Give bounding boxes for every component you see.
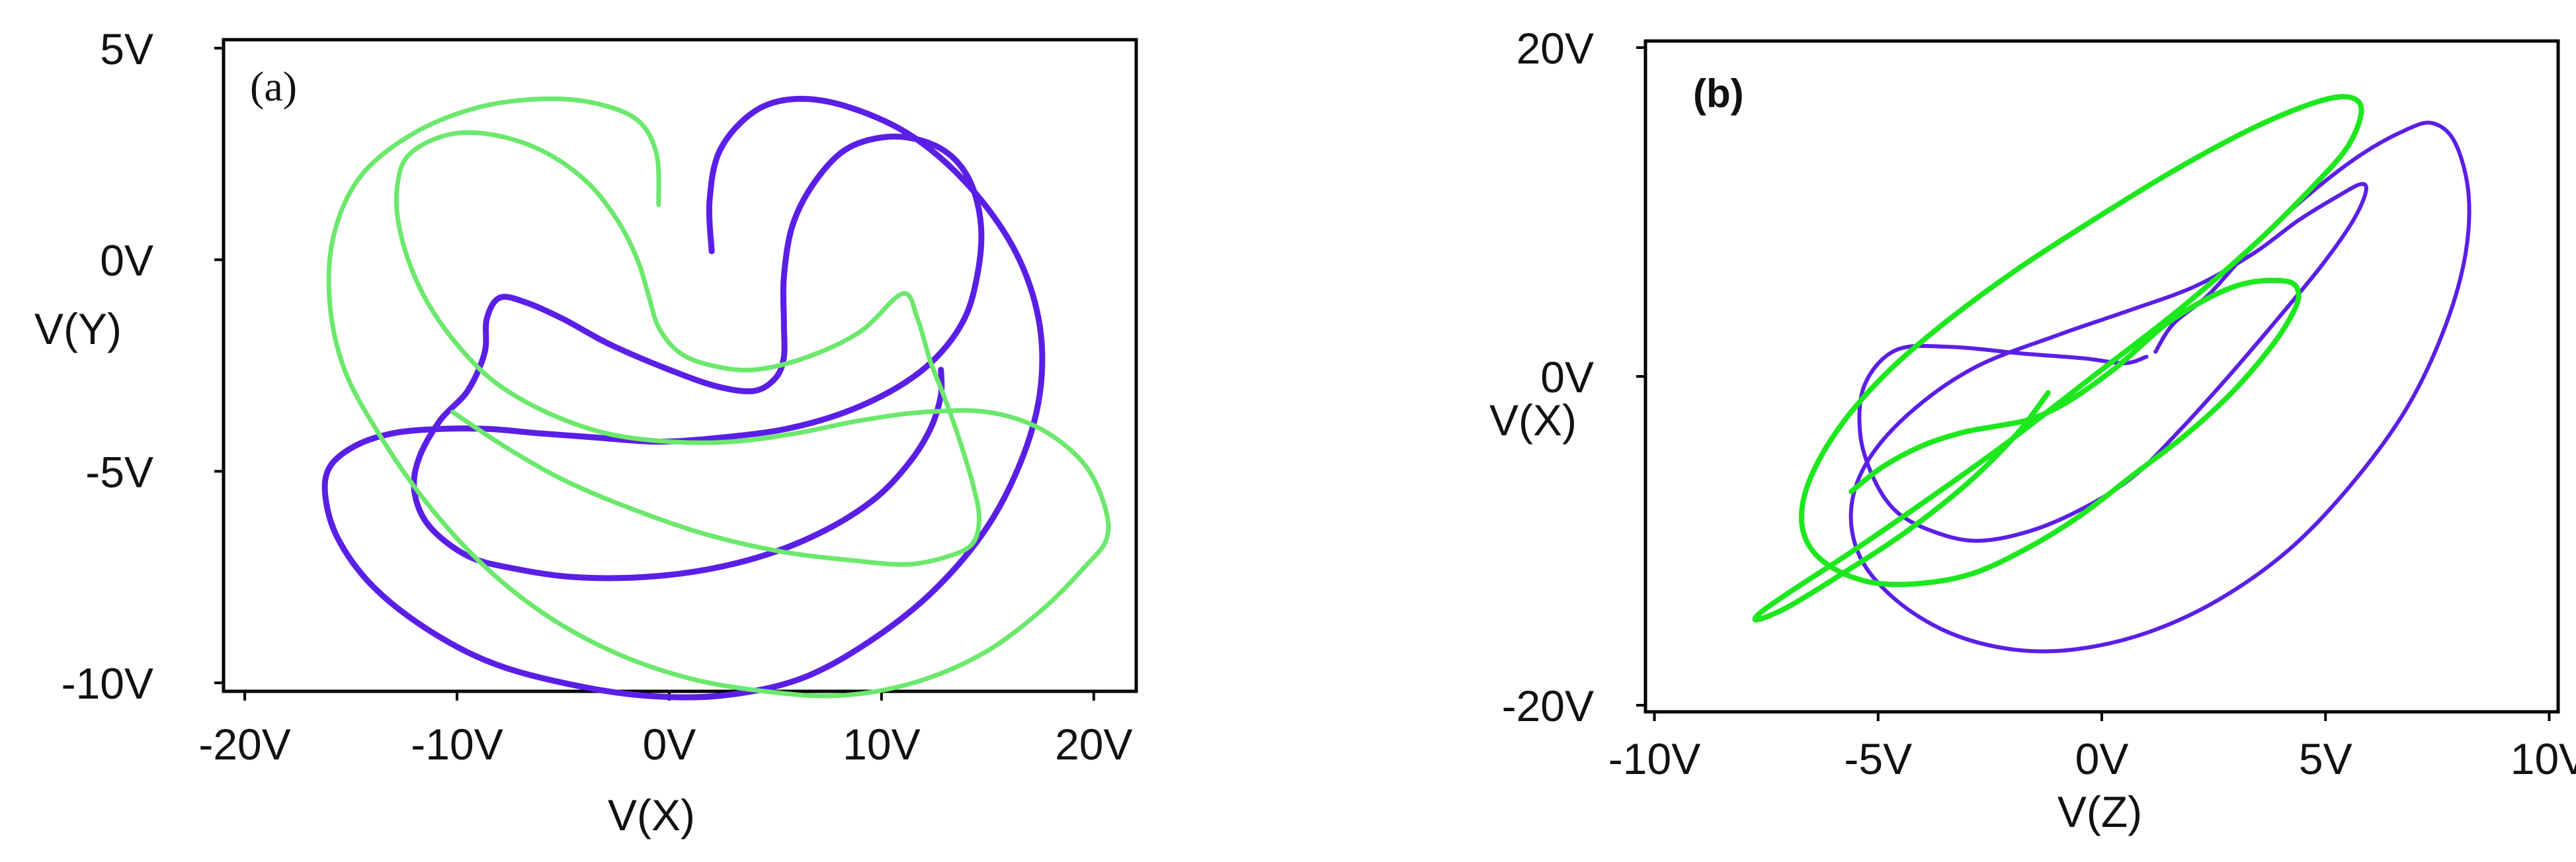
- x-tick-label-a: -10V: [411, 720, 503, 769]
- tick-layer-b: -10V -5V 0V 5V 10V 20V 0V -20V: [1502, 24, 2576, 783]
- y-tick-label-b: 0V: [1540, 353, 1594, 402]
- y-axis-label-a: V(Y): [34, 304, 122, 353]
- plot-frame-a: [222, 38, 1138, 693]
- panel-label-b: (b): [1693, 71, 1744, 116]
- x-tick-label-a: 10V: [843, 720, 920, 769]
- series-curve-a-1: [321, 95, 1046, 701]
- series-curve-b-1: [1849, 120, 2472, 654]
- series-curve-a-2: [326, 96, 1111, 699]
- panel-label-a: (a): [250, 63, 297, 110]
- y-tick-label-a: -10V: [62, 659, 153, 708]
- x-tick-label-a: 0V: [643, 720, 696, 769]
- x-tick-label-b: -5V: [1844, 734, 1912, 783]
- series-curve-b-2: [1752, 94, 2364, 623]
- x-tick-label-b: 0V: [2075, 734, 2129, 783]
- tick-layer-a: -20V -10V 0V 10V 20V 5V 0V -5V -10V: [62, 24, 1133, 769]
- y-tick-label-b: -20V: [1502, 681, 1594, 730]
- chart-panel-a: (a) -20V -10V 0V 10V 20V 5V 0V -5V -10V V(X) V(Y…: [34, 24, 1138, 840]
- curve-layer-a: [321, 95, 1111, 701]
- x-axis-label-a: V(X): [608, 791, 695, 840]
- x-tick-label-a: -20V: [198, 720, 290, 769]
- y-tick-label-a: -5V: [85, 447, 153, 496]
- x-tick-label-a: 20V: [1055, 720, 1132, 769]
- chart-panel-b: (b) -10V -5V 0V 5V 10V 20V 0V -20V V(Z) V(X): [1489, 24, 2576, 836]
- x-axis-label-b: V(Z): [2057, 787, 2142, 836]
- x-tick-label-b: -10V: [1608, 734, 1700, 783]
- y-tick-label-b: 20V: [1517, 24, 1594, 73]
- x-tick-label-b: 5V: [2299, 734, 2352, 783]
- y-tick-label-a: 0V: [100, 236, 153, 285]
- y-axis-label-b: V(X): [1489, 396, 1577, 445]
- y-tick-label-a: 5V: [100, 24, 153, 73]
- curve-layer-b: [1752, 94, 2472, 654]
- x-tick-label-b: 10V: [2511, 734, 2576, 783]
